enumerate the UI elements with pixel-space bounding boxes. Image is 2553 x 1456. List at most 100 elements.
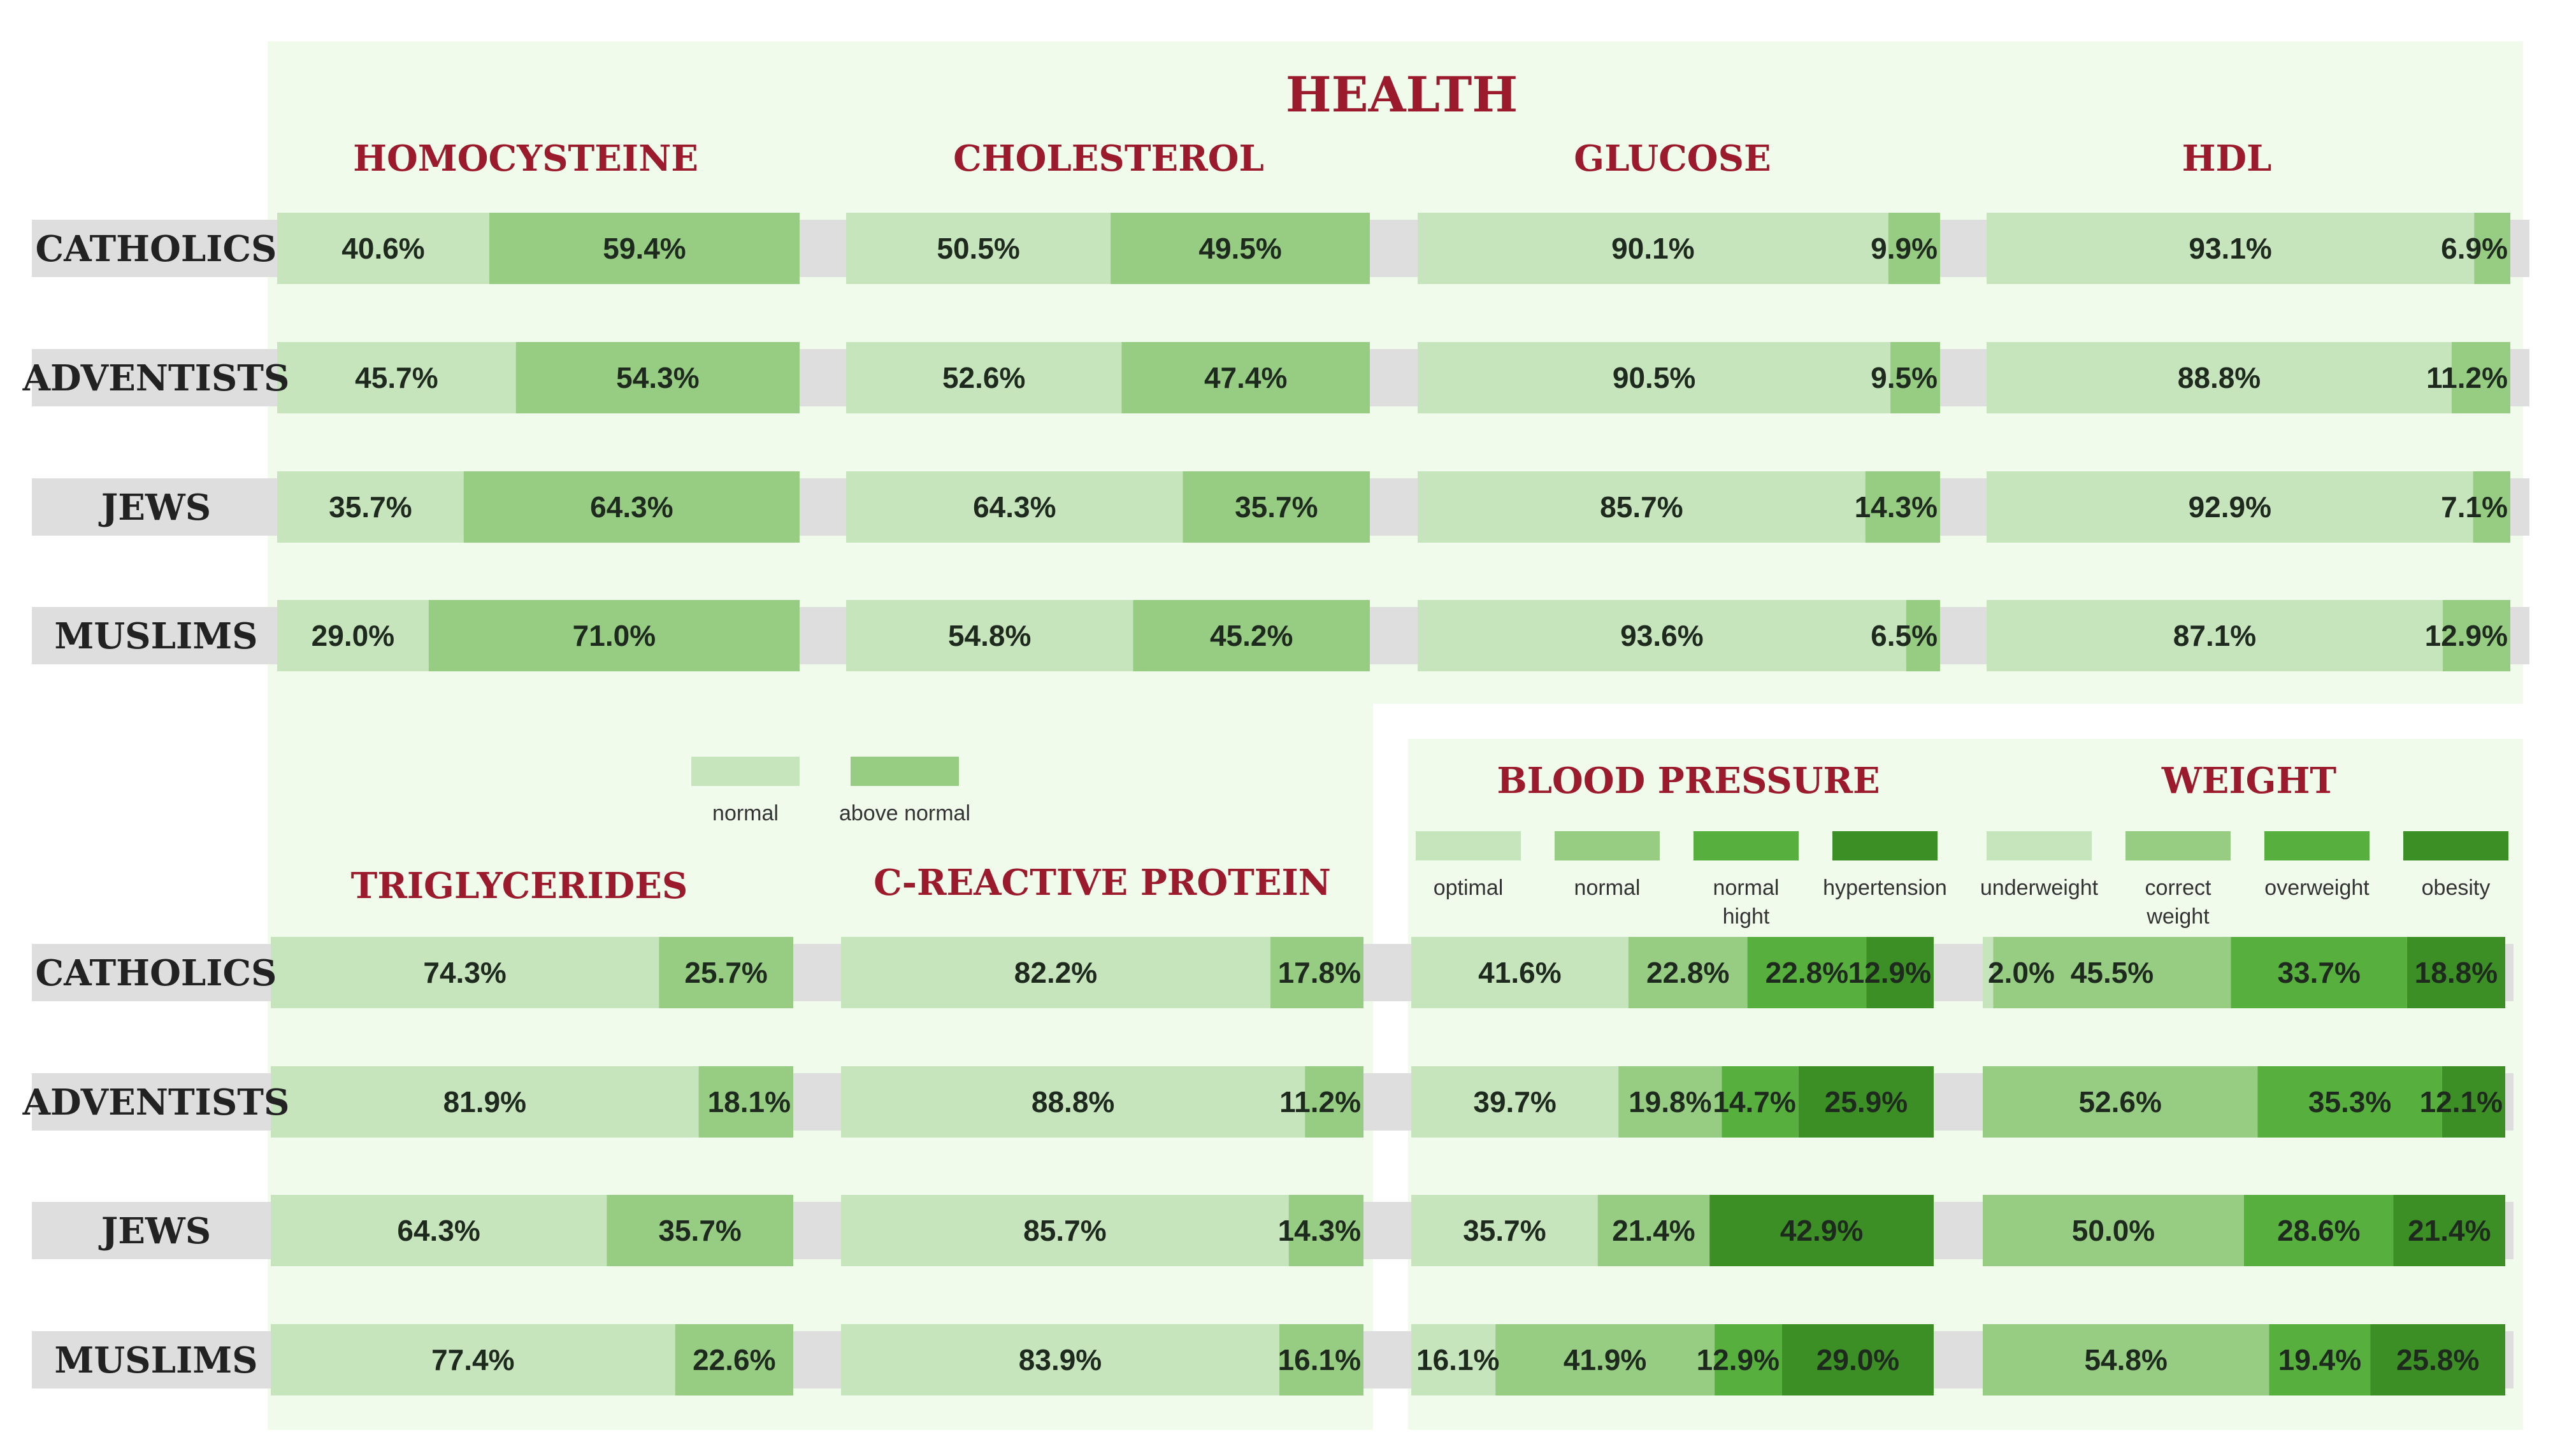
data-label-glucose-muslims-above-normal: 6.5%	[1871, 619, 1938, 652]
data-label-blood-pressure-adventists-optimal: 39.7%	[1473, 1085, 1556, 1118]
bar-cholesterol-catholics-above-normal	[1111, 213, 1370, 284]
legend-bp-label-optimal: optimal	[1434, 876, 1504, 900]
data-label-weight-jews-overweight: 28.6%	[2277, 1214, 2360, 1247]
bar-cholesterol-jews-above-normal	[1183, 471, 1370, 543]
section-title-weight: WEIGHT	[2161, 760, 2337, 802]
bar-glucose-adventists-above-normal	[1890, 342, 1940, 413]
bar-weight-catholics-overweight	[2231, 937, 2407, 1008]
data-label-blood-pressure-jews-normal: 21.4%	[1612, 1214, 1695, 1247]
data-label-weight-catholics-overweight: 33.7%	[2277, 956, 2360, 989]
data-label-blood-pressure-catholics-normal-hight: 22.8%	[1766, 956, 1848, 989]
bar-hdl-muslims-normal	[1987, 600, 2443, 671]
legend-bp-label-normal-hight-line2: hight	[1723, 904, 1770, 929]
bar-cholesterol-muslims-normal	[846, 600, 1133, 671]
bar-homocysteine-muslims-normal	[277, 600, 429, 671]
bar-glucose-muslims-normal	[1418, 600, 1906, 671]
data-label-weight-muslims-obesity: 25.8%	[2396, 1343, 2479, 1376]
bar-blood-pressure-jews-hypertension	[1709, 1195, 1934, 1266]
data-label-weight-adventists-overweight: 35.3%	[2308, 1085, 2391, 1118]
bar-hdl-adventists-above-normal	[2451, 342, 2510, 413]
bar-triglycerides-muslims-above-normal	[675, 1324, 793, 1395]
data-label-c-reactive-protein-jews-normal: 85.7%	[1023, 1214, 1106, 1247]
data-label-homocysteine-adventists-normal: 45.7%	[355, 361, 438, 394]
bar-cholesterol-catholics-normal	[846, 213, 1111, 284]
data-label-triglycerides-catholics-normal: 74.3%	[423, 956, 506, 989]
legend-bp-label-normal-hight-line1: normal	[1713, 876, 1780, 900]
bar-glucose-catholics-above-normal	[1888, 213, 1940, 284]
bar-homocysteine-catholics-above-normal	[489, 213, 800, 284]
legend-weight-swatch-obesity	[2403, 831, 2508, 860]
bar-c-reactive-protein-adventists-normal	[841, 1066, 1305, 1138]
bar-hdl-adventists-normal	[1987, 342, 2452, 413]
data-label-hdl-catholics-above-normal: 6.9%	[2441, 232, 2508, 265]
bar-homocysteine-muslims-above-normal	[428, 600, 800, 671]
data-label-triglycerides-adventists-above-normal: 18.1%	[708, 1085, 791, 1118]
data-label-hdl-muslims-above-normal: 12.9%	[2425, 619, 2508, 652]
data-label-c-reactive-protein-adventists-normal: 88.8%	[1032, 1085, 1114, 1118]
section-title-blood-pressure: BLOOD PRESSURE	[1497, 760, 1880, 802]
data-label-weight-catholics-correct-weight: 45.5%	[2071, 956, 2154, 989]
bar-weight-jews-obesity	[2393, 1195, 2505, 1266]
bar-hdl-catholics-above-normal	[2474, 213, 2510, 284]
legend-weight-swatch-underweight	[1987, 831, 2092, 860]
legend-weight-swatch-overweight	[2264, 831, 2370, 860]
legend-bp-swatch-normal-hight	[1694, 831, 1799, 860]
legend-binary-swatch-above-normal	[851, 757, 959, 786]
data-label-glucose-muslims-normal: 93.6%	[1620, 619, 1703, 652]
data-label-c-reactive-protein-jews-above-normal: 14.3%	[1278, 1214, 1361, 1247]
data-label-blood-pressure-adventists-normal: 19.8%	[1629, 1085, 1711, 1118]
data-label-blood-pressure-muslims-hypertension: 29.0%	[1816, 1343, 1899, 1376]
bar-hdl-jews-above-normal	[2473, 471, 2510, 543]
bar-c-reactive-protein-muslims-above-normal	[1279, 1324, 1363, 1395]
bar-weight-catholics-correct-weight	[1993, 937, 2231, 1008]
bar-weight-adventists-correct-weight	[1983, 1066, 2258, 1138]
data-label-cholesterol-muslims-above-normal: 45.2%	[1210, 619, 1293, 652]
row-label-catholics: CATHOLICS	[36, 952, 277, 994]
data-label-c-reactive-protein-adventists-above-normal: 11.2%	[1279, 1085, 1361, 1118]
data-label-hdl-adventists-above-normal: 11.2%	[2426, 361, 2508, 394]
bar-c-reactive-protein-muslims-normal	[841, 1324, 1279, 1395]
row-label-muslims: MUSLIMS	[54, 1339, 257, 1381]
legend-weight-label-obesity: obesity	[2422, 876, 2491, 900]
data-label-homocysteine-muslims-normal: 29.0%	[312, 619, 394, 652]
bar-weight-muslims-obesity	[2370, 1324, 2505, 1395]
section-title-c-reactive-protein: C-REACTIVE PROTEIN	[874, 862, 1331, 904]
data-label-weight-jews-correct-weight: 50.0%	[2072, 1214, 2155, 1247]
data-label-hdl-jews-above-normal: 7.1%	[2441, 490, 2508, 524]
data-label-homocysteine-jews-above-normal: 64.3%	[590, 490, 673, 524]
bar-blood-pressure-adventists-hypertension	[1798, 1066, 1934, 1138]
bar-blood-pressure-adventists-normal-hight	[1722, 1066, 1799, 1138]
bar-blood-pressure-catholics-hypertension	[1866, 937, 1934, 1008]
bar-blood-pressure-catholics-normal-hight	[1747, 937, 1867, 1008]
legend-bp-label-hypertension: hypertension	[1823, 876, 1947, 900]
data-label-glucose-jews-above-normal: 14.3%	[1855, 490, 1938, 524]
data-label-triglycerides-muslims-normal: 77.4%	[431, 1343, 514, 1376]
data-label-homocysteine-muslims-above-normal: 71.0%	[573, 619, 656, 652]
bar-hdl-catholics-normal	[1987, 213, 2475, 284]
bar-hdl-jews-normal	[1987, 471, 2473, 543]
bar-triglycerides-muslims-normal	[271, 1324, 675, 1395]
bar-triglycerides-catholics-normal	[271, 937, 659, 1008]
bar-homocysteine-catholics-normal	[277, 213, 489, 284]
bar-c-reactive-protein-catholics-normal	[841, 937, 1270, 1008]
data-label-blood-pressure-catholics-hypertension: 12.9%	[1848, 956, 1931, 989]
bar-hdl-muslims-above-normal	[2443, 600, 2510, 671]
bar-weight-jews-overweight	[2244, 1195, 2394, 1266]
bar-blood-pressure-jews-optimal	[1411, 1195, 1598, 1266]
bar-weight-adventists-obesity	[2442, 1066, 2505, 1138]
bar-blood-pressure-muslims-optimal	[1411, 1324, 1496, 1395]
legend-bp-label-normal: normal	[1574, 876, 1641, 900]
data-label-blood-pressure-catholics-normal: 22.8%	[1646, 956, 1729, 989]
section-title-cholesterol: CHOLESTEROL	[953, 138, 1264, 180]
data-label-homocysteine-adventists-above-normal: 54.3%	[616, 361, 699, 394]
data-label-blood-pressure-muslims-normal-hight: 12.9%	[1697, 1343, 1780, 1376]
section-title-homocysteine: HOMOCYSTEINE	[353, 138, 698, 180]
bar-homocysteine-jews-above-normal	[463, 471, 800, 543]
row-label-jews: JEWS	[98, 1210, 212, 1252]
data-label-glucose-catholics-normal: 90.1%	[1611, 232, 1694, 265]
bar-triglycerides-catholics-above-normal	[659, 937, 793, 1008]
bar-cholesterol-muslims-above-normal	[1133, 600, 1370, 671]
data-label-blood-pressure-jews-hypertension: 42.9%	[1780, 1214, 1863, 1247]
data-label-blood-pressure-muslims-normal: 41.9%	[1564, 1343, 1646, 1376]
bar-glucose-jews-normal	[1418, 471, 1866, 543]
